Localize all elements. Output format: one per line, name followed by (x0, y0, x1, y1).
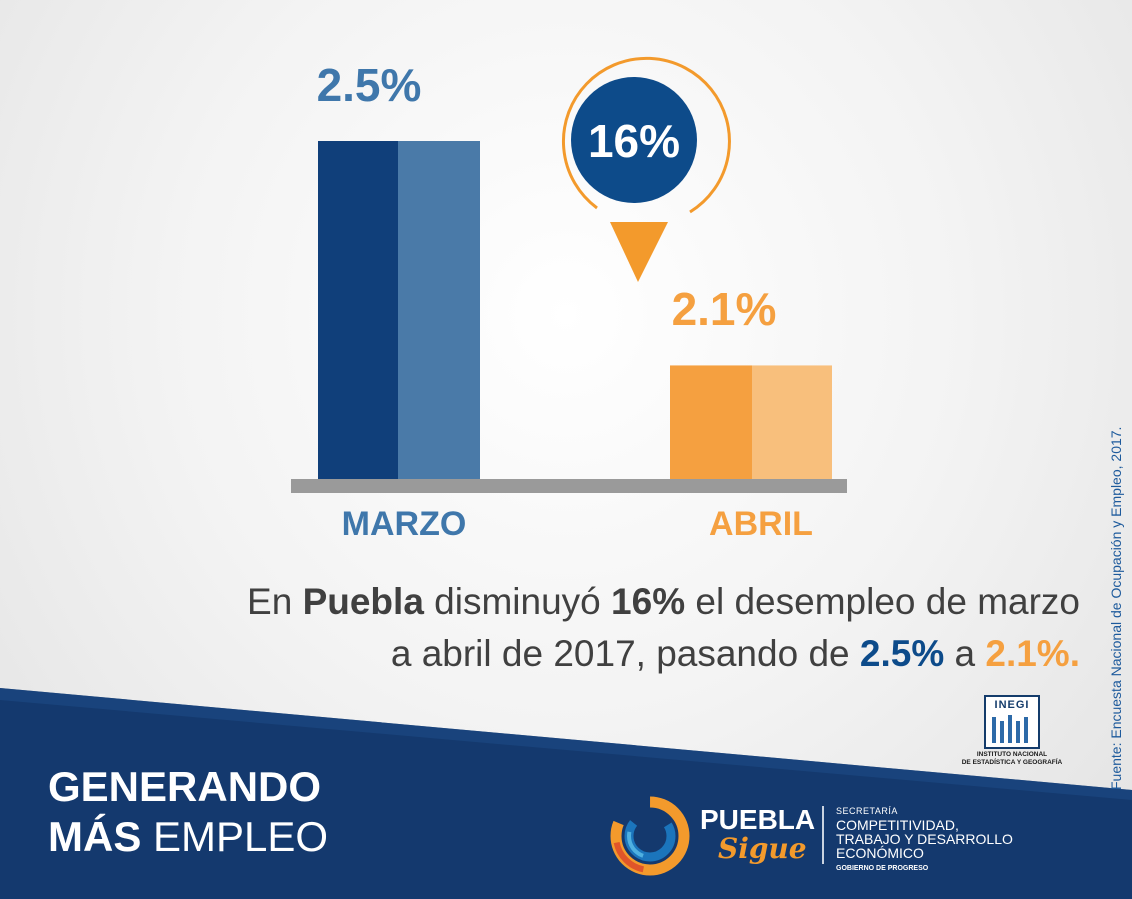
callout-arrow (610, 222, 668, 282)
change-callout: 16% (561, 56, 731, 282)
bar-marzo-dark (318, 141, 398, 479)
category-label-abril: ABRIL (709, 505, 813, 543)
caption-line-2: a abril de 2017, pasando de 2.5% a 2.1%. (390, 633, 1080, 674)
value-label-abril: 2.1% (672, 283, 777, 335)
callout-value: 16% (588, 115, 680, 167)
category-label-marzo: MARZO (342, 505, 467, 543)
inegi-logo: INEGI INSTITUTO NACIONAL DE ESTADÍSTICA … (952, 695, 1072, 767)
footer-title-line-2: MÁS EMPLEO (48, 813, 329, 860)
bar-marzo (318, 141, 480, 479)
source-note: Fuente: Encuesta Nacional de Ocupación y… (1108, 427, 1124, 790)
inegi-emblem: INEGI (984, 695, 1040, 749)
caption-line-1: En Puebla disminuyó 16% el desempleo de … (247, 581, 1080, 622)
footer-title-line-1: GENERANDO (48, 763, 322, 810)
callout-circle (571, 77, 697, 203)
footer-band-edge (0, 688, 1132, 800)
bar-marzo-light (398, 141, 480, 479)
bar-abril-light (752, 365, 832, 479)
logo-divider (822, 806, 824, 864)
inegi-fullname: INSTITUTO NACIONAL DE ESTADÍSTICA Y GEOG… (961, 751, 1063, 766)
inegi-bars-icon (992, 715, 1028, 743)
inegi-name: INEGI (994, 699, 1030, 711)
summary-caption: En Puebla disminuyó 16% el desempleo de … (60, 576, 1080, 680)
secretaria-text: SECRETARÍA COMPETITIVIDAD, TRABAJO Y DES… (836, 806, 1013, 872)
bar-abril (670, 365, 832, 479)
value-label-marzo: 2.5% (317, 59, 422, 111)
sigue-wordmark: Sigue (718, 832, 807, 865)
footer-band (0, 688, 1132, 899)
callout-ring (561, 56, 731, 214)
puebla-wordmark: PUEBLA (700, 804, 816, 835)
chart-baseline (291, 479, 847, 493)
puebla-sigue-swirl-icon (610, 796, 690, 876)
bar-abril-dark (670, 365, 752, 479)
footer-title: GENERANDO MÁS EMPLEO (48, 762, 328, 862)
